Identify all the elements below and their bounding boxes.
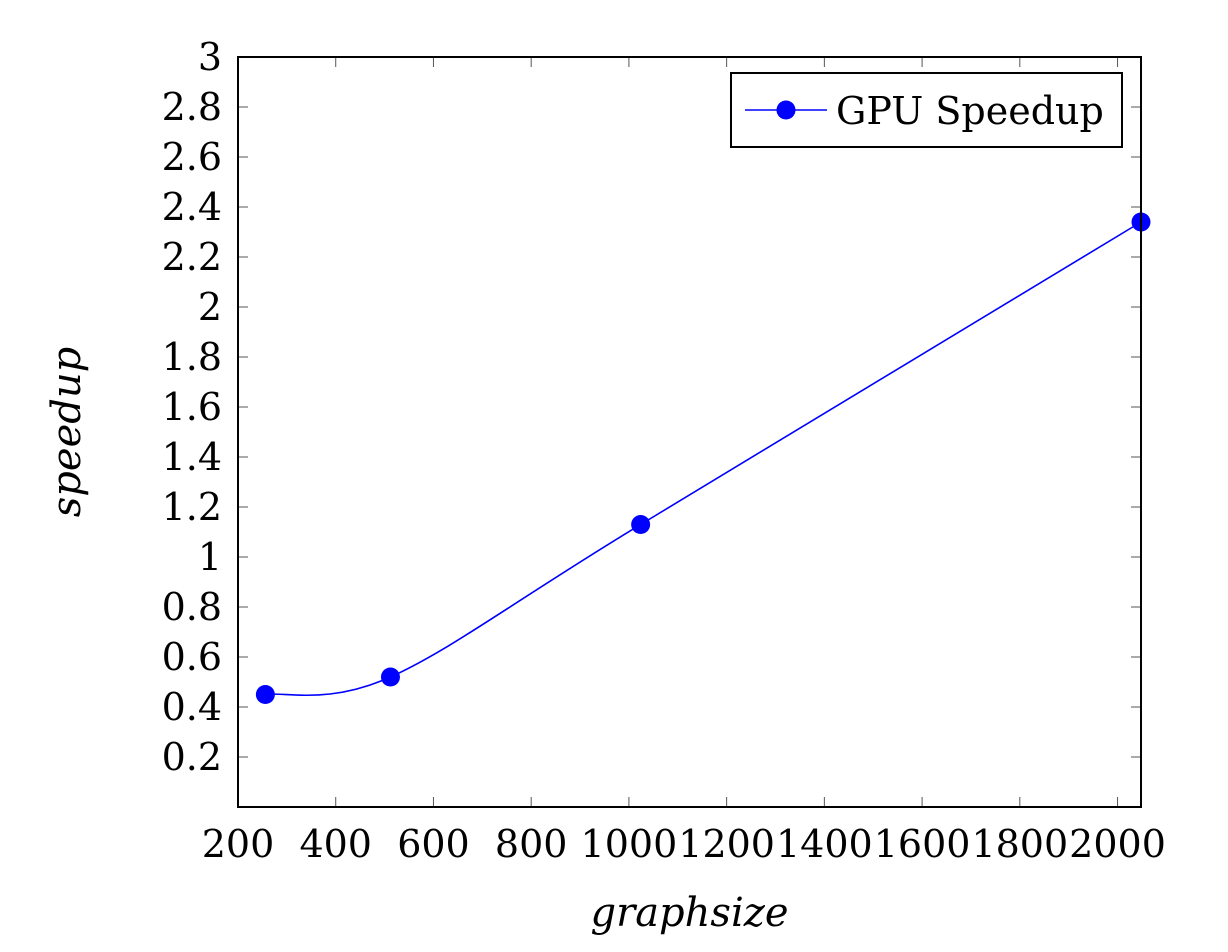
data-point — [380, 667, 400, 687]
y-tick-label: 1.2 — [162, 485, 222, 529]
x-tick-label: 2000 — [1069, 822, 1166, 866]
x-tick-label: 800 — [495, 822, 568, 866]
data-point — [255, 685, 275, 704]
x-tick-label: 1000 — [581, 822, 678, 866]
plot-frame — [237, 56, 1142, 808]
series-layer — [255, 212, 1151, 704]
x-tick-label: 1800 — [971, 822, 1068, 866]
x-tick-label: 1200 — [678, 822, 775, 866]
y-tick-label: 2 — [198, 285, 222, 329]
y-tick-label: 3 — [198, 35, 222, 79]
y-tick-label: 0.2 — [162, 735, 222, 779]
x-tick-label: 600 — [397, 822, 470, 866]
y-axis-label: speedup — [44, 347, 90, 517]
y-tick-label: 1.6 — [162, 385, 222, 429]
y-tick-label: 0.8 — [162, 585, 222, 629]
y-tick-label: 2.2 — [162, 235, 222, 279]
x-tick-label: 400 — [299, 822, 372, 866]
y-tick-label: 2.4 — [162, 185, 222, 229]
y-tick-label: 0.4 — [162, 685, 222, 729]
y-tick-label: 2.8 — [162, 85, 222, 129]
x-tick-label: 1400 — [776, 822, 873, 866]
x-tick-label: 200 — [202, 822, 275, 866]
y-tick-label: 1.4 — [162, 435, 222, 479]
series-line — [265, 221, 1142, 697]
legend: GPU Speedup — [730, 72, 1123, 148]
y-tick-label: 1.8 — [162, 335, 222, 379]
x-axis-label: graphsize — [590, 890, 788, 936]
data-point — [631, 515, 651, 534]
legend-label: GPU Speedup — [836, 89, 1104, 133]
ticks-layer: 200 400 600 800 1000 1200 1400 1600 1800 2000 0.2 0… — [162, 35, 1166, 866]
legend-marker — [776, 100, 796, 120]
y-tick-label: 0.6 — [162, 635, 222, 679]
y-tick-label: 2.6 — [162, 135, 222, 179]
x-tick-label: 1600 — [874, 822, 971, 866]
y-tick-label: 1 — [198, 535, 222, 579]
